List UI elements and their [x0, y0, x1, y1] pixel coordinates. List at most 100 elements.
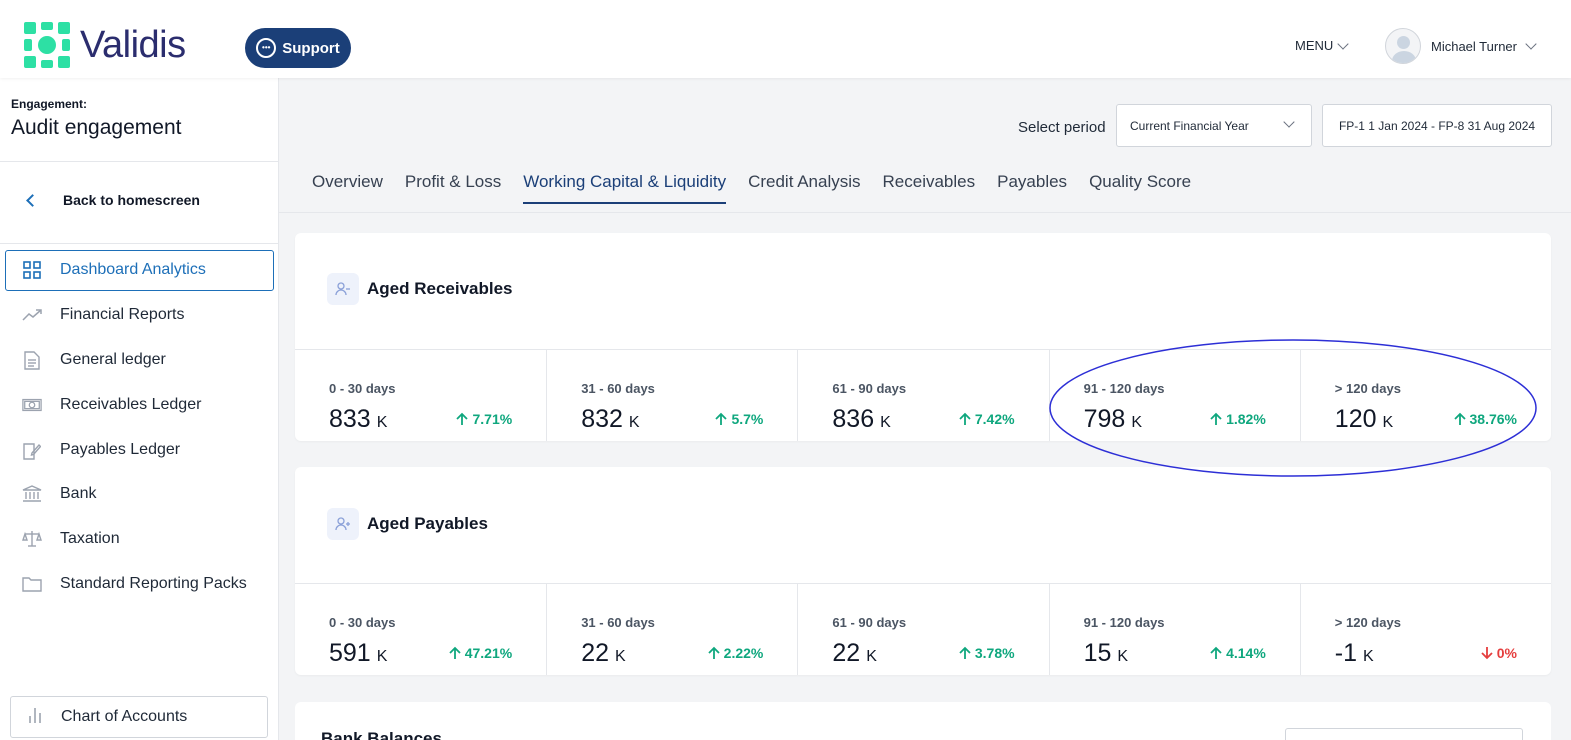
bucket-change-value: 1.82% — [1226, 411, 1266, 427]
engagement-label: Engagement: — [11, 97, 88, 111]
bucket-change: 7.71% — [456, 411, 512, 427]
aging-bucket: 31 - 60 days 832 K 5.7% — [546, 349, 797, 441]
bucket-value-wrap: 832 K — [581, 405, 639, 434]
aging-bucket: 61 - 90 days 22 K 3.78% — [797, 583, 1048, 675]
document-icon — [22, 350, 42, 370]
bucket-change: 38.76% — [1453, 411, 1517, 427]
card-divider — [295, 349, 1551, 350]
sidebar-item-label: Bank — [60, 485, 97, 502]
bank-balances-select[interactable] — [1285, 728, 1523, 740]
aged-payables-header: Aged Payables — [327, 508, 488, 540]
bucket-value: 591 — [329, 639, 371, 667]
edit-document-icon — [22, 441, 42, 460]
period-select-value: Current Financial Year — [1130, 118, 1249, 133]
bucket-change: 47.21% — [449, 645, 512, 661]
arrow-up-icon — [715, 412, 728, 425]
tab-overview[interactable]: Overview — [312, 172, 383, 191]
arrow-up-icon — [1453, 412, 1466, 425]
bucket-value: 833 — [329, 405, 371, 433]
bucket-value: 836 — [832, 405, 875, 433]
bucket-value-wrap: 15 K — [1084, 639, 1128, 668]
sidebar-item-payables-ledger[interactable]: Payables Ledger — [22, 441, 180, 460]
sidebar-item-general-ledger[interactable]: General ledger — [22, 350, 166, 370]
bucket-change: 3.78% — [959, 645, 1015, 661]
bucket-change-value: 7.71% — [472, 411, 513, 427]
support-label: Support — [282, 39, 340, 57]
bucket-label: 0 - 30 days — [329, 615, 396, 630]
bucket-value-wrap: 836 K — [832, 405, 890, 434]
trend-icon — [22, 306, 42, 324]
chart-of-accounts-label: Chart of Accounts — [61, 708, 188, 725]
menu-dropdown[interactable]: MENU — [1295, 37, 1349, 53]
validis-logo[interactable]: Validis — [24, 22, 186, 68]
sidebar-item-taxation[interactable]: Taxation — [22, 530, 120, 548]
bucket-unit: K — [1363, 648, 1374, 665]
chevron-left-icon — [26, 193, 39, 207]
tab-credit-analysis[interactable]: Credit Analysis — [748, 172, 861, 191]
card-divider — [295, 583, 1551, 584]
logo-mark-icon — [24, 22, 70, 68]
bucket-unit: K — [376, 414, 388, 431]
sidebar-item-financial-reports[interactable]: Financial Reports — [22, 306, 185, 324]
user-menu[interactable]: Michael Turner — [1385, 28, 1537, 64]
bucket-value: 832 — [581, 405, 623, 433]
bucket-value-wrap: 798 K — [1084, 405, 1142, 434]
bucket-unit: K — [880, 414, 891, 431]
grid-icon — [22, 261, 42, 279]
sidebar-item-bank[interactable]: Bank — [22, 485, 96, 503]
bucket-change-value: 7.42% — [974, 411, 1015, 427]
bucket-change-value: 3.78% — [974, 645, 1015, 661]
sidebar-item-label: Dashboard Analytics — [60, 261, 206, 278]
bucket-unit: K — [866, 648, 877, 665]
cash-icon — [22, 396, 42, 414]
top-bar: Validis ••• Support MENU Michael Turner — [0, 0, 1571, 78]
bucket-unit: K — [1382, 414, 1394, 431]
arrow-up-icon — [1210, 412, 1222, 425]
bucket-change: 0% — [1481, 645, 1517, 661]
bank-balances-card: Bank Balances — [295, 702, 1551, 740]
tab-quality-score[interactable]: Quality Score — [1089, 172, 1192, 191]
tab-working-capital-liquidity[interactable]: Working Capital & Liquidity — [523, 172, 727, 204]
bucket-unit: K — [1131, 414, 1142, 431]
support-button[interactable]: ••• Support — [245, 28, 351, 68]
tab-profit-loss[interactable]: Profit & Loss — [404, 172, 502, 191]
tab-payables[interactable]: Payables — [997, 172, 1068, 191]
sidebar-item-label: Standard Reporting Packs — [60, 575, 247, 592]
tab-receivables[interactable]: Receivables — [882, 172, 976, 191]
back-to-homescreen-link[interactable]: Back to homescreen — [24, 192, 200, 208]
chart-of-accounts-button[interactable]: Chart of Accounts — [10, 696, 268, 738]
bucket-value: 120 — [1334, 405, 1377, 433]
bucket-label: 31 - 60 days — [581, 615, 655, 630]
sidebar: Engagement: Audit engagement Back to hom… — [0, 78, 279, 740]
bucket-value: 15 — [1083, 639, 1112, 667]
chevron-down-icon — [1525, 38, 1537, 50]
period-range-field[interactable]: FP-1 1 Jan 2024 - FP-8 31 Aug 2024 — [1322, 104, 1552, 147]
bucket-change: 1.82% — [1210, 411, 1266, 427]
period-select[interactable]: Current Financial Year — [1116, 104, 1312, 147]
back-label: Back to homescreen — [63, 192, 200, 208]
sidebar-item-standard-reporting-packs[interactable]: Standard Reporting Packs — [22, 575, 247, 593]
bucket-value-wrap: 120 K — [1335, 405, 1393, 434]
bucket-unit: K — [376, 648, 388, 665]
sidebar-item-dashboard-analytics[interactable]: Dashboard Analytics — [22, 261, 206, 279]
bucket-value-wrap: 22 K — [581, 639, 625, 668]
divider — [0, 161, 279, 162]
chevron-down-icon — [1337, 37, 1349, 50]
aging-bucket: 61 - 90 days 836 K 7.42% — [797, 349, 1048, 441]
dashboard-tabs: Overview Profit & Loss Working Capital &… — [312, 172, 1191, 204]
bucket-change: 7.42% — [959, 411, 1015, 427]
sidebar-item-receivables-ledger[interactable]: Receivables Ledger — [22, 396, 201, 414]
aging-bucket: > 120 days -1 K 0% — [1299, 583, 1551, 675]
bucket-label: > 120 days — [1334, 615, 1401, 630]
bucket-label: 61 - 90 days — [832, 615, 907, 630]
bucket-change-value: 38.76% — [1469, 411, 1517, 427]
sidebar-item-label: Taxation — [60, 530, 120, 547]
aging-bucket: 91 - 120 days 798 K 1.82% — [1048, 349, 1300, 441]
bucket-change-value: 0% — [1496, 645, 1517, 661]
arrow-up-icon — [708, 646, 720, 659]
divider — [0, 243, 279, 244]
bar-chart-icon — [27, 706, 43, 729]
arrow-up-icon — [456, 412, 469, 425]
arrow-down-icon — [1481, 647, 1493, 660]
bucket-value-wrap: 591 K — [329, 639, 387, 668]
